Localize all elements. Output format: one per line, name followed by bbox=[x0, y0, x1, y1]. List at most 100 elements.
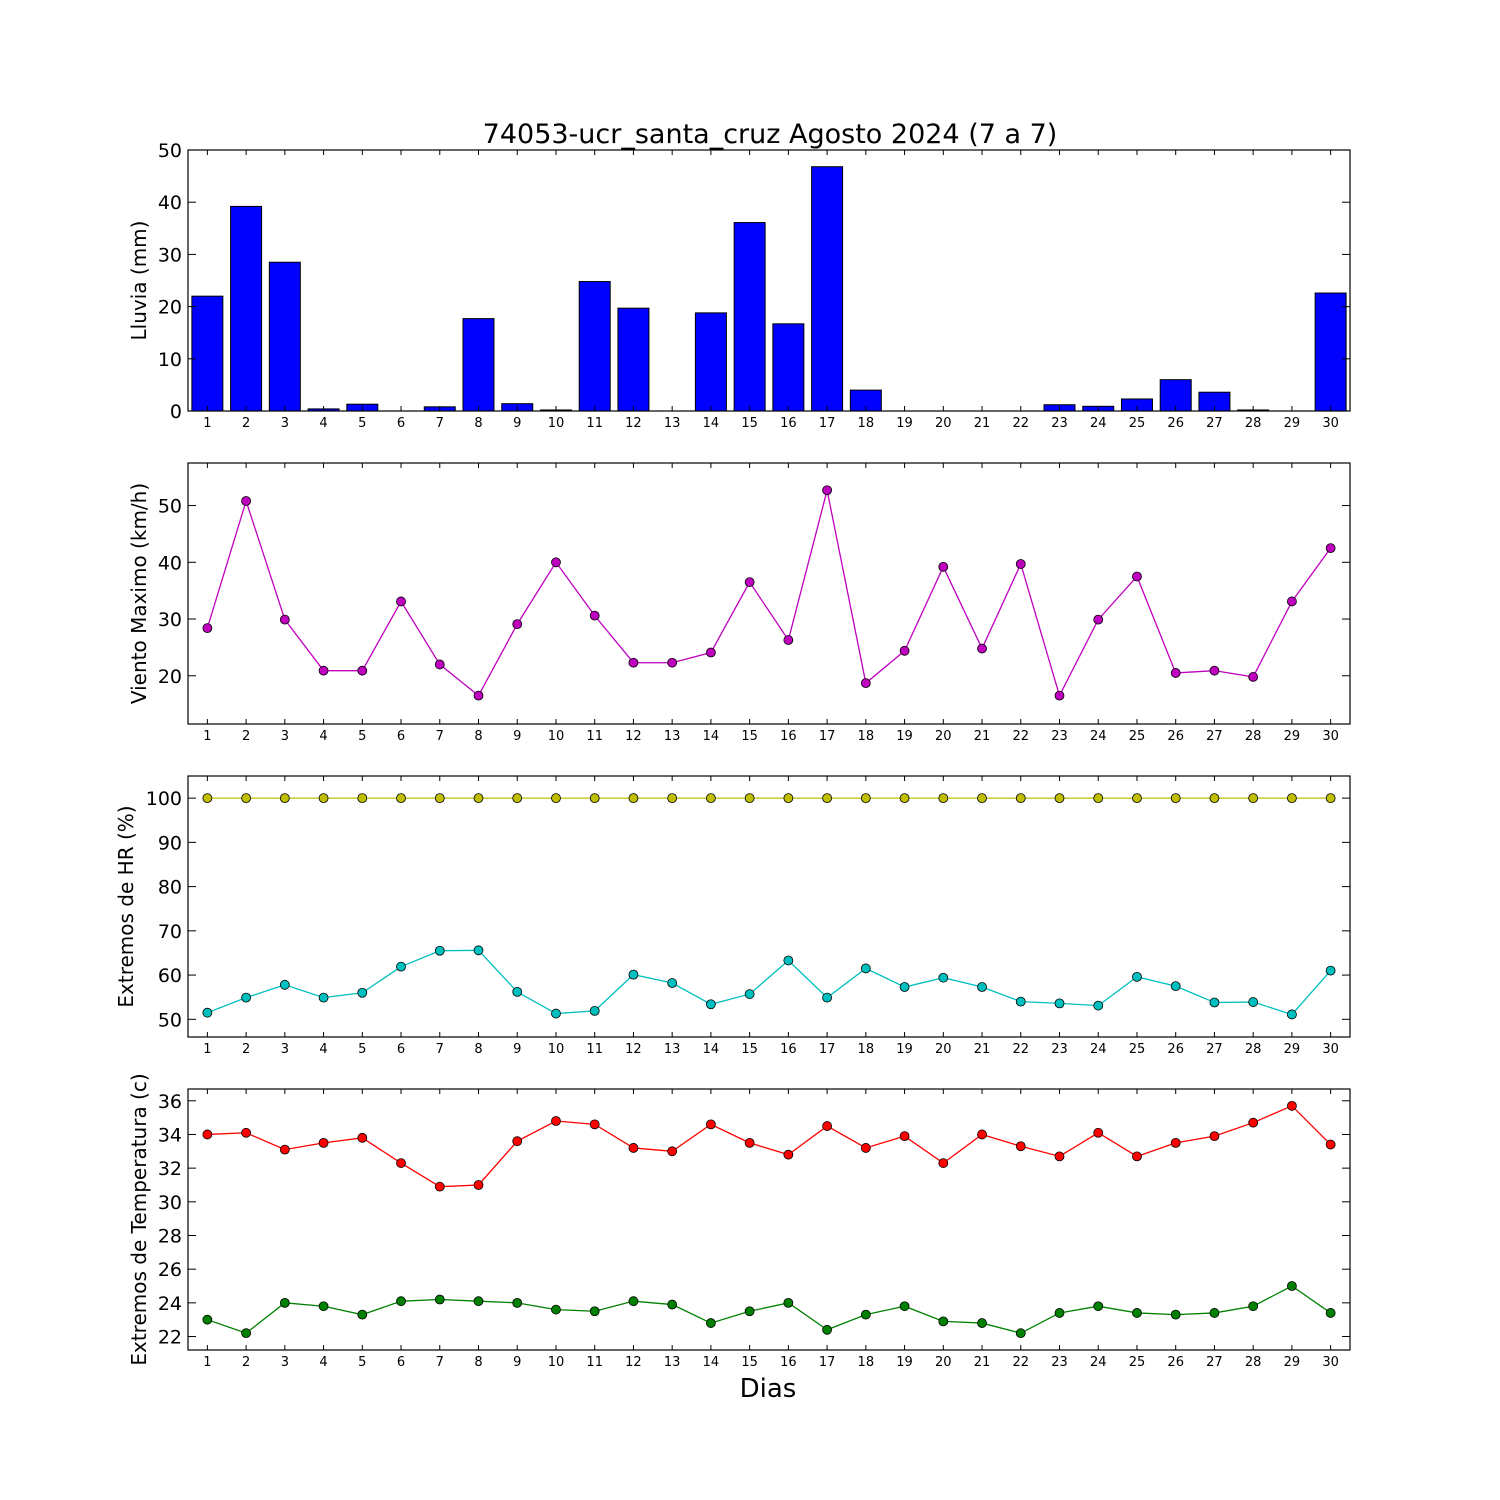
humidity-data-point bbox=[473, 793, 484, 804]
humidity-data-point bbox=[744, 989, 755, 999]
max-wind-panel: 1 2 3 4 5 6 7 8 9 10 11 12 13 14 15 16 17 18 19 20 21 22 23 24 2… bbox=[127, 462, 1351, 744]
humidity-data-point bbox=[938, 972, 949, 983]
x-tick-label: 18 bbox=[858, 729, 875, 744]
x-tick-label: 16 bbox=[780, 729, 797, 744]
x-tick-label: 20 bbox=[935, 1042, 952, 1057]
temperature-data-point bbox=[628, 1296, 639, 1307]
y-tick-label: 90 bbox=[158, 832, 182, 854]
humidity-data-point bbox=[1209, 997, 1220, 1008]
x-tick-label: 13 bbox=[664, 416, 681, 431]
x-tick-label: 13 bbox=[664, 729, 681, 744]
max-wind-data-point bbox=[667, 657, 678, 668]
y-tick-label: 22 bbox=[158, 1327, 182, 1349]
x-tick-label: 24 bbox=[1090, 729, 1107, 744]
temperature-data-point bbox=[860, 1143, 871, 1153]
x-tick-label: 28 bbox=[1245, 1355, 1262, 1370]
x-tick-label: 17 bbox=[819, 416, 836, 431]
axes-frame bbox=[187, 775, 1351, 1038]
x-tick-label: 25 bbox=[1129, 1042, 1146, 1057]
humidity-data-point bbox=[1015, 996, 1026, 1007]
max-wind-data-point bbox=[706, 647, 716, 658]
max-wind-data-point bbox=[744, 577, 755, 588]
x-tick-label: 29 bbox=[1284, 416, 1301, 431]
max-wind-data-point bbox=[1248, 672, 1259, 682]
humidity-data-point bbox=[241, 793, 252, 804]
temperature-data-point bbox=[1209, 1131, 1220, 1142]
humidity-data-point bbox=[357, 793, 368, 804]
x-tick-label: 4 bbox=[319, 729, 327, 744]
x-tick-label: 23 bbox=[1051, 1042, 1068, 1057]
humidity-data-point bbox=[512, 793, 523, 804]
max-wind-data-point bbox=[1170, 668, 1181, 678]
temperature-data-point bbox=[1325, 1139, 1336, 1150]
humidity-data-point bbox=[241, 992, 252, 1003]
humidity-data-point bbox=[589, 1006, 600, 1016]
x-tick-label: 6 bbox=[397, 729, 405, 744]
x-tick-label: 16 bbox=[780, 1355, 797, 1370]
x-tick-label: 11 bbox=[586, 729, 603, 744]
x-tick-label: 25 bbox=[1129, 1355, 1146, 1370]
max-wind-data-point bbox=[396, 596, 406, 607]
x-tick-label: 22 bbox=[1012, 729, 1029, 744]
x-tick-label: 26 bbox=[1167, 1355, 1184, 1370]
temperature-data-point bbox=[822, 1121, 832, 1131]
humidity-data-point bbox=[860, 793, 871, 804]
temperature-data-point bbox=[1248, 1117, 1259, 1128]
chart-title: 74053-ucr_santa_cruz Agosto 2024 (7 a 7) bbox=[483, 119, 1058, 150]
x-tick-label: 20 bbox=[935, 729, 952, 744]
temperature-data-point bbox=[357, 1132, 368, 1143]
temperature-data-point bbox=[1287, 1281, 1297, 1291]
x-tick-label: 24 bbox=[1090, 1042, 1107, 1057]
humidity-data-point bbox=[202, 1007, 213, 1018]
x-tick-label: 12 bbox=[625, 416, 642, 431]
temperature-data-point bbox=[279, 1297, 290, 1308]
x-tick-label: 19 bbox=[896, 1355, 913, 1370]
x-tick-label: 14 bbox=[703, 729, 720, 744]
max-wind-data-point bbox=[1015, 559, 1026, 569]
temperature-data-point bbox=[473, 1296, 484, 1307]
x-tick-label: 26 bbox=[1167, 729, 1184, 744]
y-tick-label: 34 bbox=[158, 1124, 182, 1146]
y-tick-label: 0 bbox=[170, 401, 182, 423]
x-tick-label: 21 bbox=[974, 1355, 991, 1370]
y-tick-label: 30 bbox=[158, 244, 182, 266]
humidity-data-point bbox=[1132, 971, 1142, 982]
x-tick-label: 9 bbox=[513, 1355, 521, 1370]
temperature-data-point bbox=[667, 1299, 678, 1310]
max-wind-data-point bbox=[1054, 690, 1065, 701]
humidity-data-point bbox=[783, 793, 794, 804]
humidity-series-line bbox=[207, 949, 1332, 1016]
temperature-data-point bbox=[1093, 1301, 1104, 1312]
temperature-data-point bbox=[551, 1304, 561, 1315]
x-tick-label: 21 bbox=[974, 1042, 991, 1057]
humidity-data-point bbox=[1287, 793, 1297, 804]
y-tick-label: 100 bbox=[146, 788, 182, 810]
temperature-data-point bbox=[241, 1328, 252, 1339]
x-tick-label: 13 bbox=[664, 1042, 681, 1057]
rainfall-bar bbox=[191, 295, 224, 412]
humidity-data-point bbox=[706, 999, 716, 1010]
x-tick-label: 7 bbox=[436, 1042, 444, 1057]
max-wind-data-point bbox=[628, 657, 639, 668]
humidity-data-point bbox=[667, 978, 678, 988]
humidity-data-point bbox=[551, 1008, 561, 1019]
x-tick-label: 14 bbox=[703, 1042, 720, 1057]
y-tick-label: 30 bbox=[158, 1192, 182, 1214]
temperature-data-point bbox=[899, 1301, 910, 1312]
x-tick-label: 9 bbox=[513, 416, 521, 431]
y-tick-label: 26 bbox=[158, 1259, 182, 1281]
temperature-data-point bbox=[744, 1306, 755, 1317]
max-wind-data-point bbox=[589, 610, 600, 621]
humidity-data-point bbox=[1054, 793, 1065, 804]
humidity-data-point bbox=[1132, 793, 1142, 804]
temperature-data-point bbox=[744, 1137, 755, 1148]
x-tick-label: 1 bbox=[203, 1355, 211, 1370]
x-tick-label: 3 bbox=[281, 729, 289, 744]
x-tick-label: 22 bbox=[1012, 1042, 1029, 1057]
max-wind-data-point bbox=[241, 496, 252, 506]
x-tick-label: 6 bbox=[397, 1042, 405, 1057]
temperature-data-point bbox=[1054, 1151, 1065, 1162]
humidity-data-point bbox=[202, 793, 213, 804]
max-wind-data-point bbox=[860, 678, 871, 689]
temperature-data-point bbox=[899, 1131, 910, 1142]
